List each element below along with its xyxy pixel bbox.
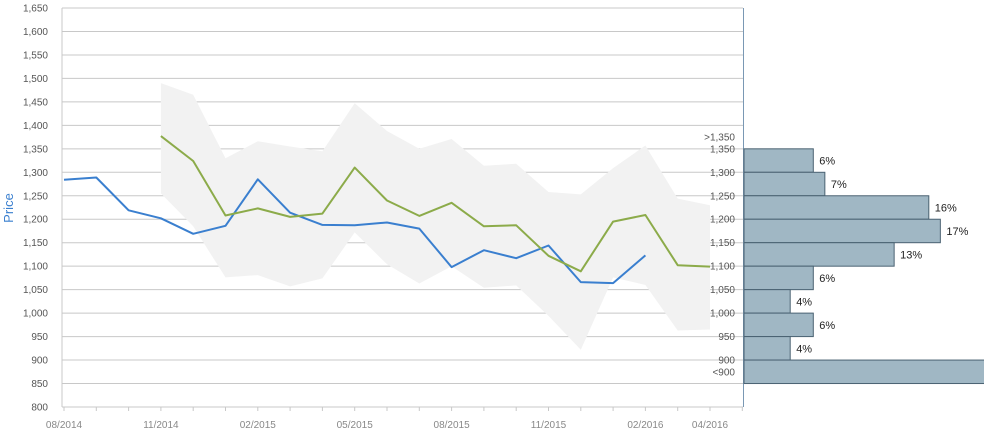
actual-price-point bbox=[579, 281, 582, 284]
distribution-bar bbox=[743, 336, 791, 361]
actual-price-point bbox=[547, 244, 550, 247]
actual-price-point bbox=[353, 224, 356, 227]
y-tick-label: 1,100 bbox=[23, 262, 48, 273]
distribution-bucket-label: >1,350 bbox=[704, 133, 735, 144]
forecast-price-point bbox=[418, 214, 421, 217]
x-tick-label: 11/2015 bbox=[531, 420, 567, 431]
distribution-percent-label: 4% bbox=[796, 343, 812, 355]
distribution-bar bbox=[743, 195, 930, 220]
distribution-bucket-label: 1,100 bbox=[710, 262, 735, 273]
forecast-price-point bbox=[644, 213, 647, 216]
x-tick-label: 11/2014 bbox=[143, 420, 179, 431]
distribution-bucket-label: 1,200 bbox=[710, 215, 735, 226]
y-tick-label: 1,150 bbox=[23, 238, 48, 249]
distribution-bucket-label: 1,150 bbox=[710, 238, 735, 249]
y-tick-label: 1,050 bbox=[23, 285, 48, 296]
actual-price-point bbox=[418, 227, 421, 230]
x-tick-label: 08/2015 bbox=[434, 420, 471, 431]
y-tick-label: 1,300 bbox=[23, 168, 48, 179]
distribution-bar bbox=[743, 242, 895, 267]
y-tick-label: 1,500 bbox=[23, 74, 48, 85]
forecast-price-point bbox=[224, 214, 227, 217]
distribution-percent-label: 4% bbox=[796, 296, 812, 308]
forecast-price-point bbox=[192, 159, 195, 162]
y-tick-label: 1,000 bbox=[23, 309, 48, 320]
distribution-percent-label: 7% bbox=[831, 179, 847, 191]
distribution-percent-label: 6% bbox=[819, 156, 835, 168]
forecast-price-point bbox=[159, 135, 162, 138]
distribution-bar bbox=[743, 289, 791, 314]
distribution-bucket-label: 1,350 bbox=[710, 144, 735, 155]
actual-price-point bbox=[95, 176, 98, 179]
actual-price-point bbox=[321, 223, 324, 226]
y-tick-label: 1,200 bbox=[23, 215, 48, 226]
y-tick-label: 850 bbox=[31, 379, 48, 390]
distribution-bucket-label: 900 bbox=[718, 356, 735, 367]
actual-price-point bbox=[192, 232, 195, 235]
distribution-bucket-label: 950 bbox=[718, 332, 735, 343]
actual-price-point bbox=[644, 254, 647, 257]
actual-price-point bbox=[127, 209, 130, 212]
actual-price-point bbox=[612, 282, 615, 285]
y-tick-label: 1,350 bbox=[23, 144, 48, 155]
actual-price-point bbox=[515, 257, 518, 260]
y-tick-label: 1,650 bbox=[23, 4, 48, 15]
distribution-percent-label: 13% bbox=[900, 249, 922, 261]
actual-price-point bbox=[62, 178, 65, 181]
forecast-price-point bbox=[353, 166, 356, 169]
forecast-price-point bbox=[385, 199, 388, 202]
y-tick-label: 1,550 bbox=[23, 50, 48, 61]
y-tick-label: 1,400 bbox=[23, 121, 48, 132]
forecast-price-point bbox=[289, 215, 292, 218]
distribution-bar bbox=[743, 265, 814, 291]
x-tick-label: 02/2015 bbox=[240, 420, 277, 431]
distribution-percent-label: 17% bbox=[946, 226, 968, 238]
distribution-bar bbox=[743, 312, 814, 338]
forecast-price-point bbox=[676, 264, 679, 267]
forecast-price-point bbox=[256, 207, 259, 210]
y-tick-label: 1,450 bbox=[23, 97, 48, 108]
distribution-bucket-label: 1,000 bbox=[710, 309, 735, 320]
forecast-price-point bbox=[579, 270, 582, 273]
forecast-range-band bbox=[160, 83, 710, 350]
forecast-price-point bbox=[612, 220, 615, 223]
x-tick-label: 02/2016 bbox=[627, 420, 664, 431]
y-tick-label: 800 bbox=[31, 403, 48, 414]
forecast-price-point bbox=[321, 212, 324, 215]
distribution-bucket-label: 1,300 bbox=[710, 168, 735, 179]
distribution-percent-label: 6% bbox=[819, 273, 835, 285]
forecast-price-point bbox=[547, 254, 550, 257]
actual-price-line bbox=[63, 176, 647, 285]
distribution-bar bbox=[743, 148, 814, 173]
y-axis-title: Price bbox=[1, 193, 16, 223]
distribution-bucket-label: 1,050 bbox=[710, 285, 735, 296]
y-tick-label: 900 bbox=[31, 356, 48, 367]
distribution-bucket-label: 1,250 bbox=[710, 191, 735, 202]
y-tick-label: 1,600 bbox=[23, 27, 48, 38]
actual-price-point bbox=[159, 217, 162, 220]
distribution-bar bbox=[743, 359, 984, 385]
actual-price-point bbox=[385, 221, 388, 224]
y-tick-label: 1,250 bbox=[23, 191, 48, 202]
forecast-price-point bbox=[515, 224, 518, 227]
x-tick-label: 04/2016 bbox=[692, 420, 729, 431]
distribution-percent-label: 16% bbox=[935, 203, 957, 215]
actual-price-point bbox=[482, 249, 485, 252]
actual-price-point bbox=[256, 178, 259, 181]
actual-price-point bbox=[289, 211, 292, 214]
x-tick-label: 05/2015 bbox=[337, 420, 374, 431]
y-tick-label: 950 bbox=[31, 332, 48, 343]
x-tick-label: 08/2014 bbox=[46, 420, 83, 431]
actual-price-point bbox=[450, 266, 453, 269]
distribution-bucket-label: <900 bbox=[712, 367, 735, 378]
distribution-percent-label: 6% bbox=[819, 320, 835, 332]
forecast-price-point bbox=[450, 201, 453, 204]
forecast-price-line bbox=[160, 135, 711, 273]
distribution-bar bbox=[743, 218, 941, 244]
actual-price-point bbox=[224, 224, 227, 227]
distribution-bar bbox=[743, 171, 826, 197]
forecast-price-point bbox=[482, 225, 485, 228]
